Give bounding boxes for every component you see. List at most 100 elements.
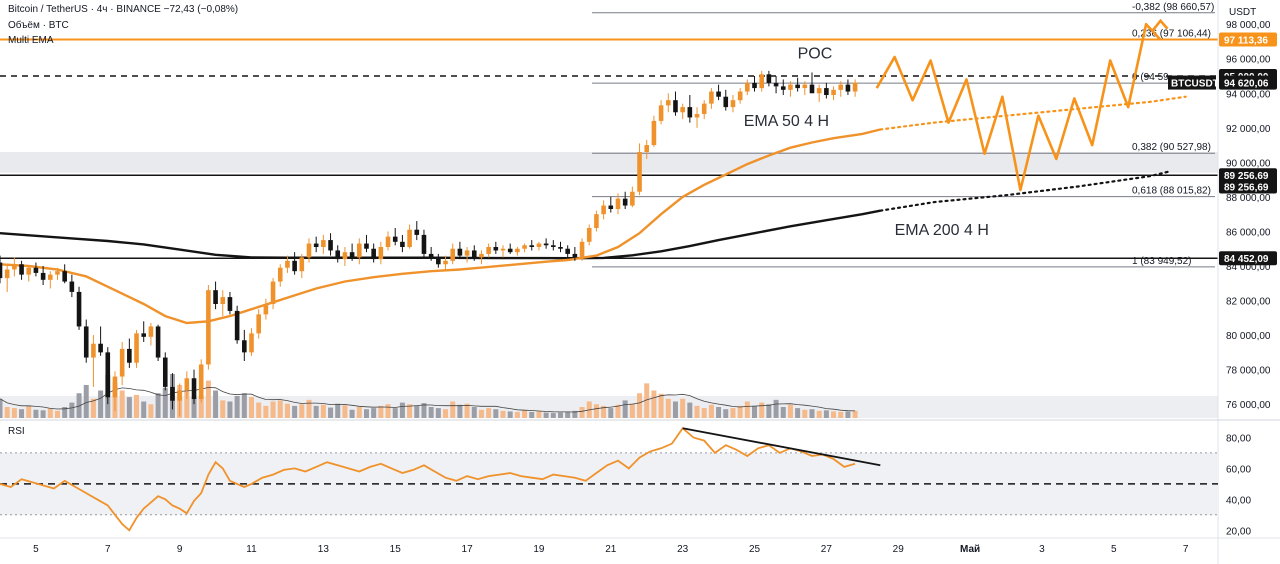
candle-body	[665, 100, 671, 106]
candle-body	[177, 390, 182, 401]
rsi-legend: RSI	[8, 426, 25, 437]
volume-bar	[292, 405, 298, 418]
candle-body	[816, 88, 822, 94]
candle-body	[551, 245, 556, 247]
candle-body	[651, 120, 657, 146]
candle-body	[26, 267, 32, 275]
rsi-tick-label: 60,00	[1226, 464, 1251, 475]
volume-bar	[730, 408, 736, 418]
volume-bar	[529, 411, 535, 418]
candle-body	[565, 248, 570, 254]
volume-bar	[263, 405, 269, 418]
candle-body	[256, 314, 261, 334]
volume-bar	[701, 408, 707, 418]
support-zone	[0, 152, 1218, 173]
price-tag: 97 113,36	[1224, 35, 1268, 46]
candle-body	[622, 198, 628, 206]
candle-body	[155, 326, 161, 358]
candle-body	[572, 253, 578, 258]
symbol-tag-bg	[1168, 75, 1216, 90]
time-tick-label: 9	[177, 544, 183, 555]
candle-body	[824, 88, 829, 95]
candle-body	[141, 333, 147, 337]
volume-bar	[443, 409, 449, 418]
fib-label: -0,382 (98 660,57)	[1132, 2, 1214, 13]
symbol-legend: Bitcoin / TetherUS · 4ч · BINANCE −72,43…	[8, 4, 239, 15]
volume-bar	[69, 402, 75, 418]
candle-body	[191, 378, 197, 399]
volume-bar	[629, 403, 635, 418]
time-tick-label: 11	[246, 544, 257, 555]
volume-bar	[392, 408, 398, 418]
volume-bar	[256, 402, 262, 418]
candle-body	[48, 274, 53, 280]
fib-label: 0,236 (97 106,44)	[1132, 29, 1211, 40]
candle-body	[486, 247, 491, 254]
volume-bar	[708, 404, 714, 418]
volume-bar	[744, 401, 750, 418]
candle-body	[249, 333, 254, 353]
forecast-path	[875, 22, 1162, 192]
candle-body	[313, 243, 319, 247]
volume-bar	[694, 405, 700, 418]
candle-body	[198, 364, 204, 399]
candle-body	[91, 343, 96, 358]
price-tag: 84 452,09	[1224, 254, 1269, 265]
candle-body	[277, 267, 283, 282]
candle-body	[428, 253, 434, 258]
volume-bar	[126, 397, 132, 418]
volume-bar	[536, 411, 542, 418]
candle-body	[328, 240, 333, 251]
volume-bar	[665, 398, 671, 418]
candle-body	[234, 310, 240, 341]
volume-bar	[687, 402, 693, 418]
volume-bar	[428, 407, 434, 418]
candle-body	[436, 257, 441, 265]
volume-bar	[399, 402, 405, 418]
candle-body	[529, 245, 535, 247]
volume-bar	[572, 410, 578, 418]
candle-body	[170, 386, 175, 401]
volume-bar	[780, 407, 786, 418]
volume-bar	[76, 393, 82, 418]
volume-bar	[608, 408, 614, 418]
ema50-projection	[879, 95, 1187, 131]
candle-body	[62, 271, 67, 282]
price-tag: 94 620,06	[1224, 79, 1269, 90]
candle-body	[694, 114, 700, 118]
volume-bar	[349, 409, 355, 418]
candle-body	[673, 100, 678, 113]
candle-body	[55, 271, 60, 275]
fib-label: 0,618 (88 015,82)	[1132, 186, 1211, 197]
candle-body	[852, 82, 858, 92]
candle-body	[536, 243, 542, 247]
candle-body	[809, 84, 815, 94]
candle-body	[845, 84, 851, 92]
time-tick-label: 13	[318, 544, 330, 555]
price-tick-label: 96 000,00	[1226, 55, 1271, 66]
candle-body	[838, 84, 844, 90]
candle-body	[500, 248, 506, 251]
volume-bar	[759, 402, 765, 418]
candle-body	[745, 82, 750, 92]
candle-body	[730, 100, 736, 108]
volume-bar	[19, 409, 25, 418]
volume-bar	[414, 405, 420, 418]
volume-bar	[852, 410, 858, 418]
candle-body	[220, 297, 226, 304]
candle-body	[558, 247, 563, 249]
candle-body	[515, 248, 520, 253]
price-axis-bg	[1218, 0, 1280, 564]
candle-body	[292, 260, 297, 272]
volume-bar	[471, 407, 477, 418]
volume-bar	[148, 404, 154, 418]
candle-body	[299, 257, 305, 272]
candle-body	[342, 252, 348, 260]
volume-bar	[522, 410, 528, 418]
volume-bar	[371, 408, 377, 418]
price-tag-bg	[1219, 179, 1277, 194]
volume-bar	[33, 409, 39, 418]
volume-bar	[83, 385, 89, 418]
volume-bar	[565, 411, 571, 418]
